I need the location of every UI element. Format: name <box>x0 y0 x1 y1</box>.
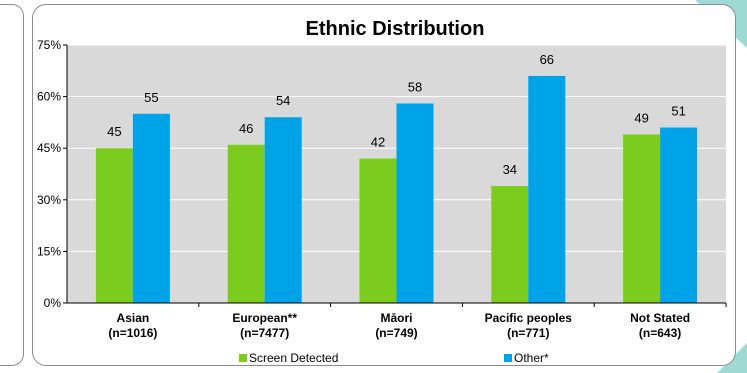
x-tick-sample-size: (n=7477) <box>240 326 289 340</box>
y-tick-label: 15% <box>37 244 61 258</box>
bar <box>132 113 170 303</box>
x-tick-sample-size: (n=643) <box>639 326 681 340</box>
legend-label: Screen Detected <box>249 351 338 365</box>
bar <box>623 134 661 303</box>
bar <box>396 103 434 303</box>
y-tick-label: 30% <box>37 193 61 207</box>
x-tick-sample-size: (n=749) <box>375 326 417 340</box>
data-label: 34 <box>503 162 517 177</box>
data-label: 66 <box>540 52 554 67</box>
x-axis: Asian(n=1016)European**(n=7477)Māori(n=7… <box>67 302 727 340</box>
data-label: 58 <box>408 79 422 94</box>
data-label: 54 <box>276 93 290 108</box>
chart-title: Ethnic Distribution <box>306 18 485 40</box>
chart-panel: Ethnic Distribution 0% 15% 30% 45% 60% 75% 45… <box>32 4 736 366</box>
bar <box>227 144 265 303</box>
x-tick-sample-size: (n=1016) <box>108 326 157 340</box>
y-tick-label: 75% <box>37 38 61 52</box>
legend: Screen Detected Other* <box>239 351 549 365</box>
data-label: 42 <box>371 135 385 150</box>
x-tick-label: Asian <box>117 311 150 325</box>
legend-swatch <box>239 354 247 362</box>
bar <box>528 75 566 304</box>
data-label: 55 <box>144 90 158 105</box>
bar <box>491 186 529 303</box>
ethnic-distribution-chart: Ethnic Distribution 0% 15% 30% 45% 60% 75% 45… <box>37 18 727 365</box>
data-label: 51 <box>671 104 685 119</box>
bar <box>660 127 698 303</box>
x-tick-sample-size: (n=771) <box>507 326 549 340</box>
bar <box>95 148 133 303</box>
left-panel <box>0 4 24 366</box>
bar <box>264 117 302 304</box>
legend-swatch <box>504 354 512 362</box>
y-tick-label: 0% <box>44 296 62 310</box>
x-tick-label: Māori <box>380 311 412 325</box>
x-tick-label: Pacific peoples <box>485 311 573 325</box>
bar <box>359 158 397 303</box>
y-tick-label: 60% <box>37 90 61 104</box>
y-tick-label: 45% <box>37 141 61 155</box>
bars: 45 55 46 54 42 58 34 66 49 51 <box>95 52 698 304</box>
data-label: 45 <box>107 124 121 139</box>
y-axis: 0% 15% 30% 45% 60% 75% <box>37 38 68 310</box>
x-tick-label: European** <box>232 311 297 325</box>
data-label: 49 <box>634 110 648 125</box>
legend-label: Other* <box>514 351 549 365</box>
data-label: 46 <box>239 121 253 136</box>
x-tick-label: Not Stated <box>630 311 690 325</box>
